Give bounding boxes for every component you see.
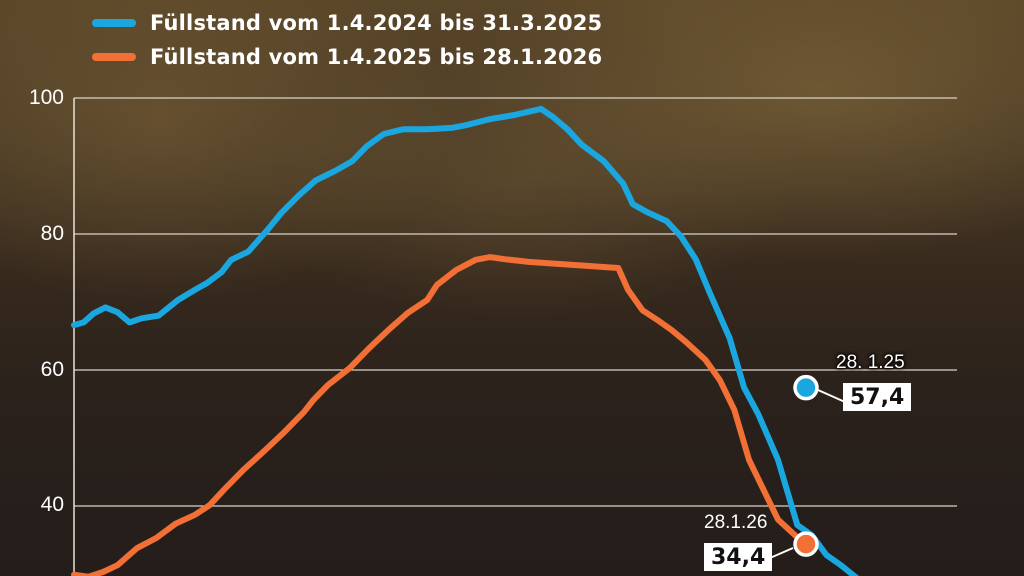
y-tick-100: 100 — [28, 86, 64, 109]
markers-layer — [769, 374, 846, 559]
y-tick-60: 60 — [40, 358, 64, 381]
legend: Füllstand vom 1.4.2024 bis 31.3.2025 Fül… — [92, 6, 602, 74]
gridlines — [74, 97, 957, 507]
blue-annotation-date: 28. 1.25 — [836, 352, 905, 373]
legend-swatch-orange — [92, 53, 136, 61]
orange-annotation-date: 28.1.26 — [704, 512, 768, 533]
legend-label: Füllstand vom 1.4.2025 bis 28.1.2026 — [150, 45, 603, 69]
blue-marker — [793, 374, 819, 401]
blue-marker-leader — [817, 389, 846, 403]
series-line-2024 — [71, 105, 860, 576]
y-tick-40: 40 — [40, 493, 64, 516]
legend-item-2025: Füllstand vom 1.4.2025 bis 28.1.2026 — [92, 40, 602, 74]
orange-marker-leader — [769, 547, 794, 559]
legend-item-2024: Füllstand vom 1.4.2024 bis 31.3.2025 — [92, 6, 602, 40]
orange-marker — [793, 531, 819, 557]
series-layer — [71, 105, 860, 576]
y-tick-80: 80 — [40, 222, 64, 245]
blue-annotation-value: 57,4 — [843, 383, 912, 411]
orange-annotation-value: 34,4 — [704, 543, 773, 571]
legend-label: Füllstand vom 1.4.2024 bis 31.3.2025 — [150, 11, 603, 35]
legend-swatch-blue — [92, 19, 136, 27]
series-line-2025 — [71, 254, 808, 576]
